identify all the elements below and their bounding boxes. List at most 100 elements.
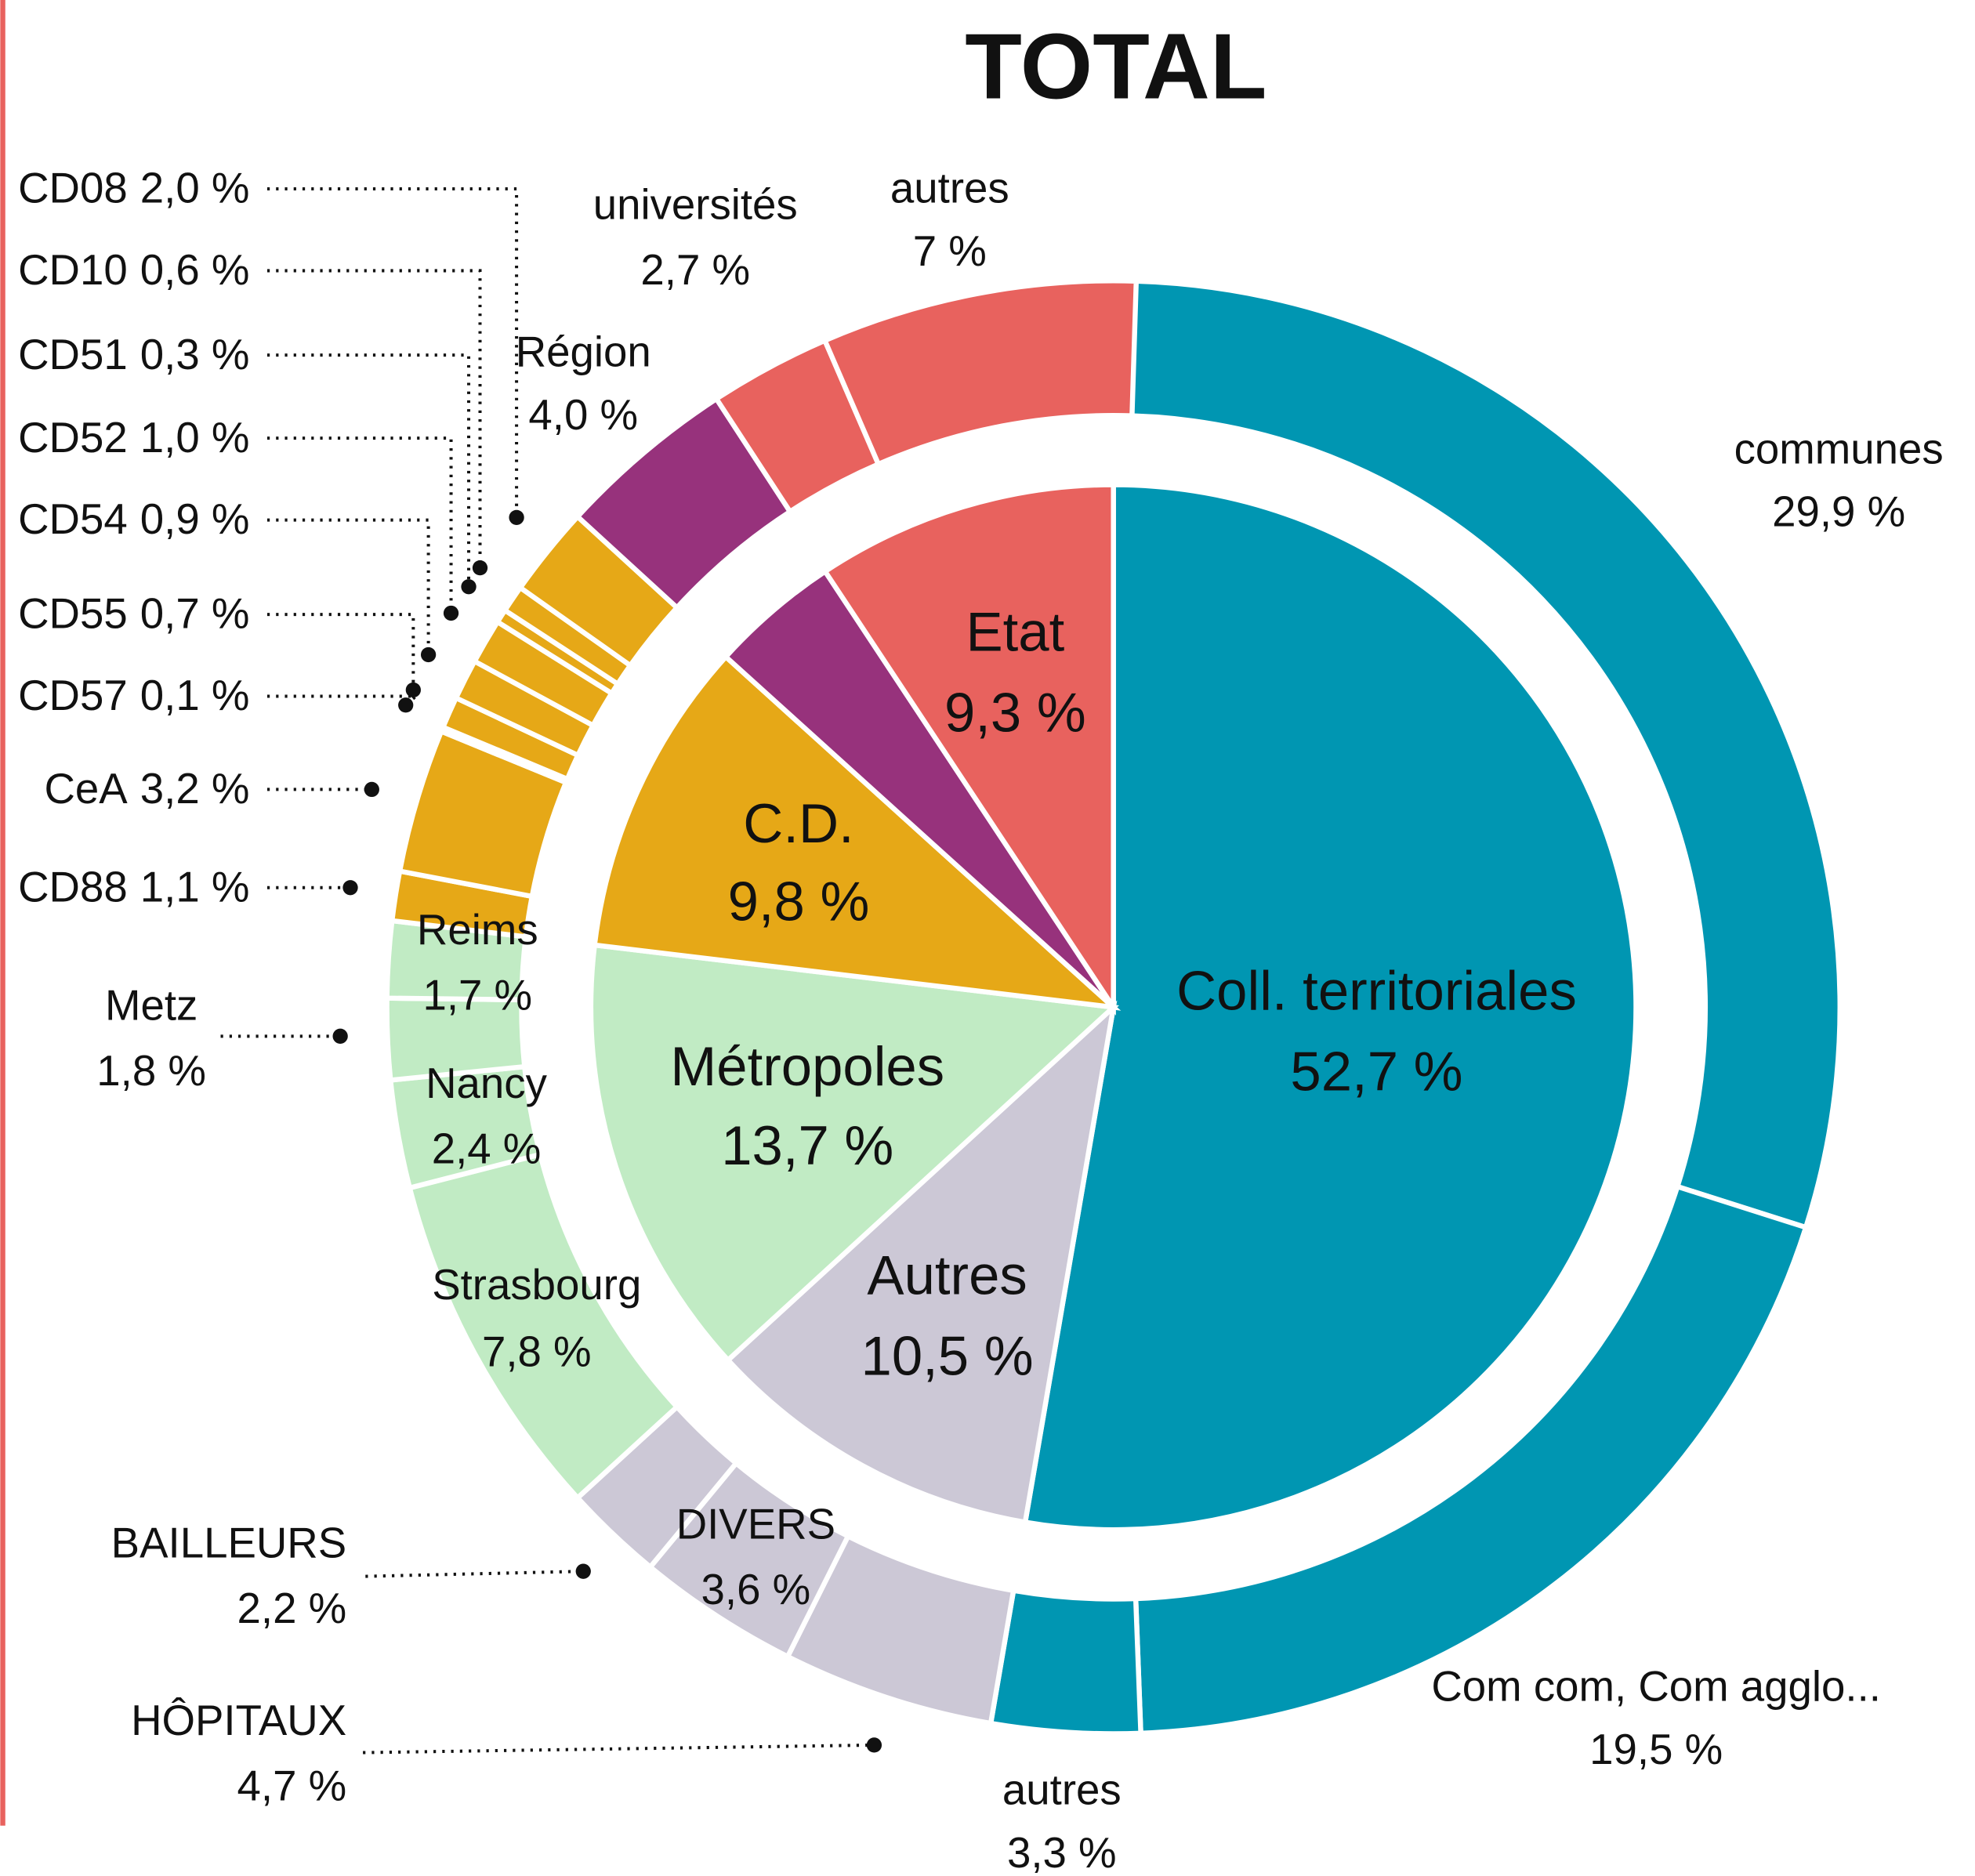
inner-slice: [592, 653, 1122, 1011]
value-label: 0,9 %: [140, 495, 250, 543]
slice-label: Métropoles 13,7 %: [670, 1035, 944, 1176]
value-label: 52,7 %: [1290, 1040, 1462, 1102]
value-label: 1,0 %: [140, 414, 250, 462]
leader-line: [266, 518, 430, 655]
category-name: Com com, Com agglo...: [1431, 1663, 1881, 1711]
slice-label: BAILLEURS 2,2 %: [111, 1519, 347, 1633]
category-name: CD55: [18, 590, 128, 638]
value-label: 9,8 %: [728, 871, 870, 933]
category-name: CeA: [45, 765, 129, 813]
category-name: CD08: [18, 165, 128, 212]
category-name: Reims: [417, 906, 538, 954]
value-label: 1,8 %: [96, 1047, 206, 1095]
value-label: 3,6 %: [701, 1566, 811, 1613]
value-label: 2,4 %: [432, 1125, 542, 1173]
slice-label: CD08 2,0 %: [18, 165, 249, 212]
slice-label: CD57 0,1 %: [18, 672, 249, 719]
value-label: 0,6 %: [140, 246, 250, 294]
leader-dot: [420, 646, 437, 663]
category-name: Métropoles: [670, 1035, 944, 1097]
slice-label: Reims 1,7 %: [417, 906, 538, 1019]
value-label: 7 %: [913, 227, 987, 275]
slice-label: Coll. territoriales 52,7 %: [1176, 960, 1577, 1103]
category-name: autres: [890, 165, 1009, 212]
leader-dot: [509, 509, 524, 525]
category-name: CD54: [18, 495, 128, 543]
leader-dot: [461, 579, 477, 595]
value-label: 0,7 %: [140, 590, 250, 638]
inner-slice: [724, 1000, 1118, 1526]
labels: Coll. territoriales 52,7 % Autres 10,5 % Mét…: [18, 165, 1944, 1876]
category-name: C.D.: [743, 792, 853, 854]
slice-label: CD10 0,6 %: [18, 246, 249, 294]
leader-dot: [405, 682, 421, 698]
slice-label: universités 2,7 %: [593, 181, 798, 295]
outer-slice: [821, 278, 1140, 468]
slice-label: CD51 0,3 %: [18, 331, 249, 378]
leader-line: [266, 353, 471, 587]
slice-label: Autres 10,5 %: [861, 1244, 1034, 1387]
leader-dot: [866, 1737, 882, 1753]
category-name: CD52: [18, 414, 128, 462]
chart-title: TOTAL: [965, 14, 1267, 118]
slice-label: C.D. 9,8 %: [728, 792, 870, 933]
value-label: 29,9 %: [1772, 488, 1905, 536]
leader-line: [266, 436, 453, 614]
category-name: Autres: [867, 1244, 1027, 1306]
category-name: Nancy: [426, 1059, 547, 1107]
slice-label: Région 4,0 %: [516, 328, 651, 439]
value-label: 3,3 %: [1007, 1829, 1117, 1876]
leader-line: [266, 694, 420, 707]
leader-dot: [332, 1028, 348, 1044]
value-label: 2,2 %: [237, 1584, 347, 1632]
leader-line: [365, 1570, 584, 1578]
value-label: 4,0 %: [528, 391, 638, 439]
value-label: 9,3 %: [944, 681, 1086, 743]
inner-slice: [1022, 482, 1639, 1533]
slice-label: autres 7 %: [890, 165, 1009, 275]
slice-label: Metz 1,8 %: [96, 981, 206, 1095]
value-label: 0,3 %: [140, 331, 250, 378]
leader-dot: [443, 605, 459, 621]
slice-label: CD55 0,7 %: [18, 590, 249, 638]
category-name: Etat: [966, 601, 1064, 663]
slice-label: CeA 3,2 %: [45, 765, 250, 813]
leader-dot: [575, 1563, 591, 1579]
side-bar: [0, 0, 5, 1826]
category-name: Strasbourg: [432, 1261, 641, 1309]
category-name: CD51: [18, 331, 128, 378]
slice-label: CD52 1,0 %: [18, 414, 249, 462]
category-name: BAILLEURS: [111, 1519, 347, 1567]
slice-label: HÔPITAUX 4,7 %: [131, 1697, 346, 1810]
leader-dot: [342, 880, 358, 896]
value-label: 0,1 %: [140, 672, 250, 719]
value-label: 7,8 %: [482, 1327, 592, 1375]
category-name: DIVERS: [676, 1500, 835, 1548]
inner-slice: [821, 482, 1116, 1016]
slice-label: Nancy 2,4 %: [426, 1059, 547, 1173]
category-name: CD88: [18, 863, 128, 911]
leader-dot: [472, 560, 488, 576]
value-label: 2,0 %: [140, 165, 250, 212]
category-name: CD57: [18, 672, 128, 719]
value-label: 19,5 %: [1589, 1726, 1723, 1773]
slice-label: DIVERS 3,6 %: [676, 1500, 835, 1613]
slice-label: communes 29,9 %: [1734, 425, 1944, 535]
leader-line: [363, 1743, 875, 1755]
outer-slice: [988, 1587, 1143, 1737]
value-label: 3,2 %: [140, 765, 250, 813]
slices: [384, 278, 1843, 1737]
category-name: universités: [593, 181, 798, 229]
value-label: 2,7 %: [640, 246, 750, 294]
leader-dot: [364, 781, 379, 798]
category-name: Région: [516, 328, 651, 376]
slice-label: Com com, Com agglo... 19,5 %: [1431, 1663, 1881, 1773]
slice-label: CD54 0,9 %: [18, 495, 249, 543]
leader-line: [266, 187, 519, 518]
value-label: 1,7 %: [422, 972, 532, 1019]
category-name: HÔPITAUX: [131, 1697, 346, 1744]
leader-dot: [398, 697, 414, 713]
value-label: 4,7 %: [237, 1762, 347, 1810]
slice-label: CD88 1,1 %: [18, 863, 249, 911]
category-name: communes: [1734, 425, 1944, 473]
